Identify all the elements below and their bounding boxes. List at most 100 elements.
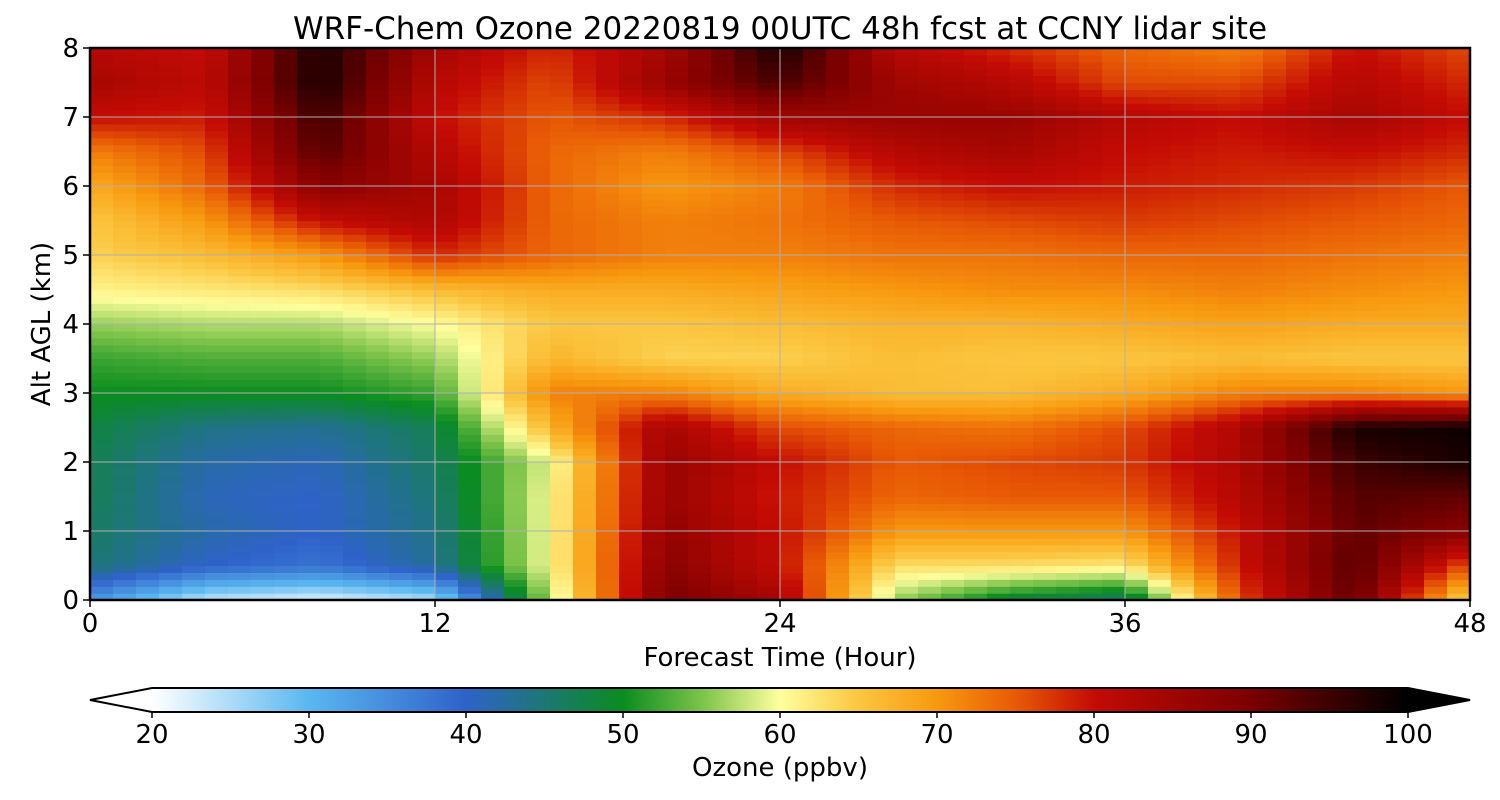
heatmap-cell	[1194, 275, 1218, 284]
heatmap-cell	[1240, 137, 1264, 146]
heatmap-cell	[1263, 399, 1287, 408]
heatmap-cell	[826, 48, 850, 56]
heatmap-cell	[389, 586, 413, 594]
heatmap-cell	[688, 186, 712, 194]
heatmap-cell	[688, 199, 712, 208]
heatmap-cell	[412, 68, 436, 77]
heatmap-cell	[1355, 117, 1379, 125]
heatmap-cell	[412, 565, 436, 573]
heatmap-cell	[412, 406, 436, 415]
heatmap-cell	[435, 54, 459, 63]
heatmap-cell	[366, 517, 390, 525]
heatmap-cell	[1194, 151, 1218, 159]
heatmap-cell	[228, 248, 252, 256]
heatmap-cell	[389, 82, 413, 90]
heatmap-cell	[182, 172, 206, 180]
heatmap-cell	[757, 96, 781, 104]
heatmap-cell	[872, 593, 896, 600]
heatmap-cell	[964, 475, 988, 484]
heatmap-cell	[895, 413, 919, 422]
heatmap-cell	[1355, 406, 1379, 415]
heatmap-cell	[389, 558, 413, 567]
heatmap-cell	[1125, 227, 1149, 235]
heatmap-cell	[1263, 151, 1287, 159]
heatmap-cell	[113, 172, 137, 180]
heatmap-cell	[481, 475, 505, 484]
heatmap-cell	[734, 144, 758, 153]
heatmap-cell	[1424, 399, 1448, 408]
heatmap-cell	[159, 220, 183, 228]
heatmap-cell	[458, 289, 482, 297]
heatmap-cell	[1010, 544, 1034, 553]
heatmap-cell	[343, 455, 367, 463]
heatmap-cell	[642, 462, 666, 470]
heatmap-cell	[1378, 565, 1402, 573]
heatmap-cell	[251, 89, 275, 97]
heatmap-cell	[849, 413, 873, 422]
heatmap-cell	[665, 137, 689, 146]
heatmap-cell	[366, 503, 390, 511]
heatmap-cell	[1102, 406, 1126, 415]
heatmap-cell	[987, 82, 1011, 90]
heatmap-cell	[1148, 179, 1172, 187]
heatmap-cell	[1424, 158, 1448, 166]
heatmap-cell	[274, 158, 298, 166]
heatmap-cell	[987, 144, 1011, 153]
heatmap-cell	[1240, 110, 1264, 118]
heatmap-cell	[964, 110, 988, 118]
heatmap-cell	[619, 89, 643, 97]
heatmap-cell	[757, 303, 781, 311]
heatmap-cell	[941, 68, 965, 77]
heatmap-cell	[1240, 379, 1264, 387]
heatmap-cell	[136, 330, 160, 339]
heatmap-cell	[550, 103, 574, 111]
heatmap-cell	[1424, 289, 1448, 297]
heatmap-cell	[1378, 386, 1402, 394]
heatmap-cell	[205, 524, 229, 532]
heatmap-cell	[619, 441, 643, 449]
heatmap-cell	[458, 75, 482, 84]
heatmap-cell	[1148, 544, 1172, 553]
heatmap-cell	[343, 544, 367, 553]
heatmap-cell	[1309, 399, 1333, 408]
heatmap-cell	[849, 399, 873, 408]
heatmap-cell	[389, 96, 413, 104]
heatmap-cell	[1401, 82, 1425, 90]
heatmap-cell	[1332, 172, 1356, 180]
heatmap-cell	[320, 165, 344, 173]
heatmap-cell	[1447, 220, 1470, 228]
heatmap-cell	[688, 144, 712, 153]
heatmap-cell	[90, 234, 114, 242]
heatmap-cell	[297, 96, 321, 104]
heatmap-cell	[182, 386, 206, 394]
heatmap-cell	[642, 324, 666, 332]
heatmap-cell	[849, 199, 873, 208]
heatmap-cell	[803, 172, 827, 180]
heatmap-cell	[757, 324, 781, 332]
heatmap-cell	[1102, 593, 1126, 600]
heatmap-cell	[872, 289, 896, 297]
heatmap-cell	[435, 524, 459, 532]
heatmap-cell	[1447, 462, 1470, 470]
heatmap-cell	[826, 241, 850, 249]
heatmap-cell	[159, 275, 183, 284]
heatmap-cell	[205, 399, 229, 408]
heatmap-cell	[1010, 475, 1034, 484]
heatmap-cell	[1171, 296, 1195, 304]
y-axis-label: Alt AGL (km)	[27, 242, 57, 406]
heatmap-cell	[1125, 386, 1149, 394]
heatmap-cell	[205, 579, 229, 587]
heatmap-cell	[205, 462, 229, 470]
heatmap-cell	[964, 75, 988, 84]
heatmap-cell	[458, 468, 482, 477]
heatmap-cell	[941, 144, 965, 153]
heatmap-cell	[895, 462, 919, 470]
heatmap-cell	[619, 448, 643, 456]
heatmap-cell	[803, 227, 827, 235]
heatmap-cell	[734, 234, 758, 242]
heatmap-cell	[458, 123, 482, 132]
heatmap-cell	[435, 517, 459, 525]
heatmap-cell	[665, 172, 689, 180]
heatmap-cell	[665, 89, 689, 97]
heatmap-cell	[665, 234, 689, 242]
